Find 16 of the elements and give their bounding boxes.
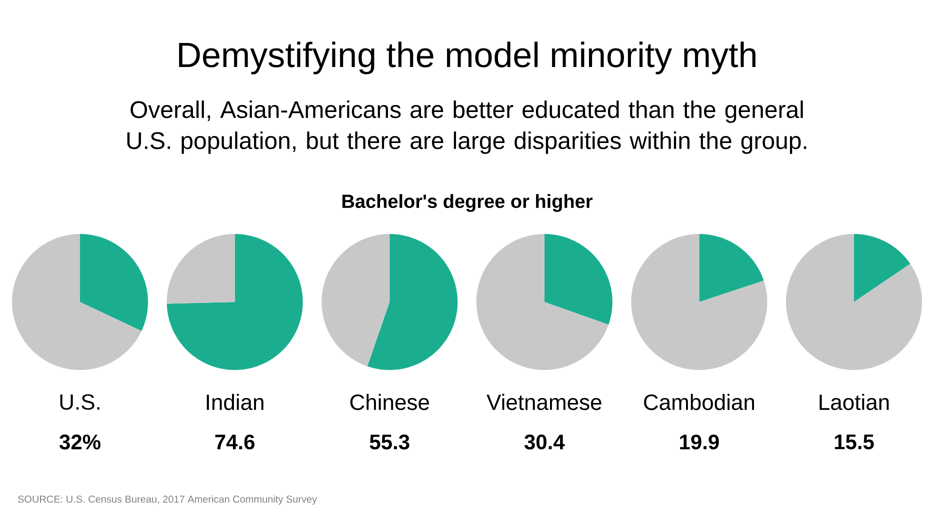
text: Bachelor's degree or higher	[342, 194, 592, 212]
text: U.S.	[60, 394, 100, 410]
text: Demystifying the model minority myth	[179, 42, 756, 74]
text: Laotian	[820, 394, 889, 410]
text: 30.4	[524, 434, 565, 450]
text: Cambodian	[644, 394, 754, 410]
text: Overall, Asian-Americans are better educated than the general U.S. population, but there are large disparities within the group.	[127, 100, 806, 154]
text: 15.5	[834, 434, 874, 450]
text: 74.6	[215, 434, 254, 450]
text: Indian	[206, 394, 264, 410]
text: 55.3	[370, 434, 410, 450]
text: 32%	[59, 434, 100, 450]
text: 19.9	[680, 434, 719, 450]
text: Chinese	[350, 394, 429, 410]
source-note: SOURCE: U.S. Census Bureau, 2017 American Community Survey	[18, 495, 318, 505]
text: Vietnamese	[486, 394, 602, 410]
